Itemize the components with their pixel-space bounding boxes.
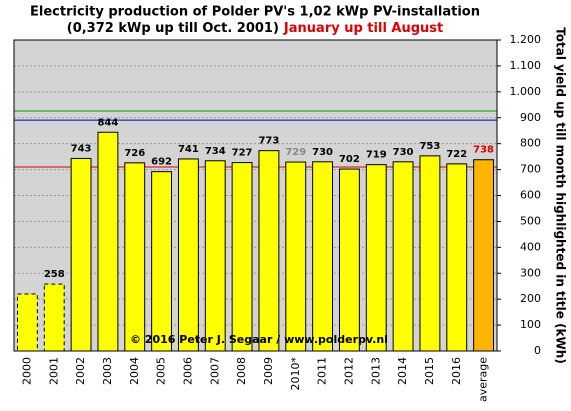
annotation: © 2016 Peter J. Segaar / www.polderpv.nl — [130, 333, 388, 346]
x-tick-label: 2009 — [262, 357, 275, 385]
bar — [392, 161, 414, 352]
bar — [312, 161, 334, 352]
value-label: 702 — [339, 154, 360, 165]
x-tick-label: 2012 — [342, 357, 355, 385]
x-tick-label: 2013 — [369, 357, 382, 385]
value-label: 730 — [393, 147, 414, 158]
bar — [473, 159, 495, 352]
y-axis-label: Total yield up till month highlighted in… — [554, 27, 568, 364]
y-tick-label: 500 — [520, 214, 541, 227]
x-tick-label: 2006 — [181, 357, 194, 385]
value-label: 722 — [446, 149, 467, 160]
bar — [365, 164, 387, 352]
x-tick-label: 2004 — [128, 357, 141, 385]
value-label: 753 — [419, 141, 440, 152]
y-tick-label: 900 — [520, 111, 541, 124]
bar — [231, 162, 253, 352]
x-tick-label: 2000 — [20, 357, 33, 385]
subtitle-highlight: January up till August — [283, 21, 443, 36]
x-tick-label: 2007 — [208, 357, 221, 385]
x-tick-label: 2015 — [423, 357, 436, 385]
bar — [43, 283, 65, 352]
bar — [124, 162, 146, 352]
x-tick-label: 2005 — [155, 357, 168, 385]
y-tick-label: 400 — [520, 240, 541, 253]
value-label: 844 — [97, 117, 118, 128]
chart-title: Electricity production of Polder PV's 1,… — [30, 5, 480, 20]
y-tick-label: 600 — [520, 189, 541, 202]
x-tick-label: 2003 — [101, 357, 114, 385]
x-tick-label: 2010* — [289, 357, 302, 391]
value-label: 258 — [44, 269, 65, 280]
bar — [70, 157, 92, 352]
y-tick-label: 700 — [520, 163, 541, 176]
bar — [419, 155, 441, 352]
bar — [97, 131, 119, 352]
value-label: 743 — [71, 143, 92, 154]
value-label: 730 — [312, 147, 333, 158]
x-tick-label: 2001 — [47, 357, 60, 385]
y-tick-label: 1.200 — [510, 33, 542, 46]
y-tick-label: 100 — [520, 318, 541, 331]
x-tick-label: 2014 — [396, 357, 409, 385]
bar — [338, 168, 360, 352]
subtitle: (0,372 kWp up till Oct. 2001) — [67, 21, 279, 36]
x-tick-label: 2011 — [316, 357, 329, 385]
value-label: 727 — [232, 148, 253, 159]
plot-frame — [13, 39, 498, 352]
bar — [285, 161, 307, 352]
chart-subtitle: (0,372 kWp up till Oct. 2001) January up … — [67, 21, 444, 36]
y-tick-label: 800 — [520, 137, 541, 150]
bar — [16, 293, 38, 352]
value-label: 692 — [151, 157, 172, 168]
y-tick-label: 1.000 — [510, 85, 542, 98]
bar — [151, 171, 173, 352]
x-tick-label: average — [477, 357, 490, 402]
x-tick-label: 2016 — [450, 357, 463, 385]
y-tick-label: 1.100 — [510, 59, 542, 72]
y-tick-label: 300 — [520, 266, 541, 279]
bar — [177, 158, 199, 352]
x-tick-label: 2008 — [235, 357, 248, 385]
value-label: 741 — [178, 144, 199, 155]
y-tick-label: 200 — [520, 292, 541, 305]
x-tick-label: 2002 — [74, 357, 87, 385]
value-label: 738 — [473, 145, 494, 156]
y-tick-label: 0 — [534, 344, 541, 357]
value-label: 719 — [366, 150, 387, 161]
value-label: 773 — [258, 136, 279, 147]
value-label: 726 — [124, 148, 145, 159]
bar — [204, 160, 226, 352]
value-label: 729 — [285, 147, 306, 158]
bar — [258, 150, 280, 352]
bar — [446, 163, 468, 352]
value-label: 734 — [205, 146, 226, 157]
